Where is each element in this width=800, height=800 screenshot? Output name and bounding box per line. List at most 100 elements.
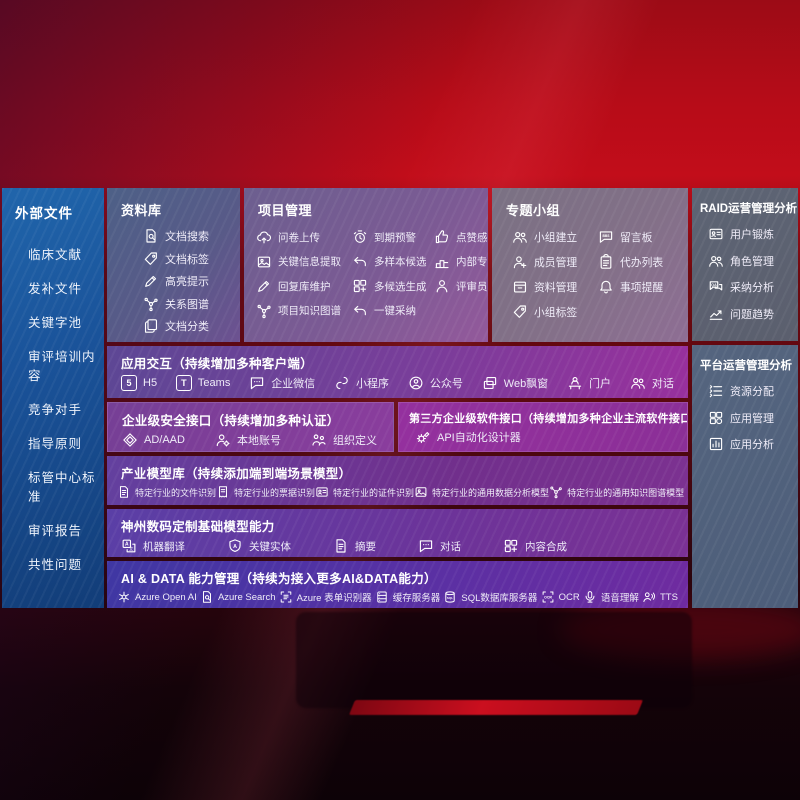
sidebar-item[interactable]: 关键字池 <box>28 316 83 330</box>
sidebar-item[interactable]: 共性问题 <box>28 558 83 572</box>
feature-item[interactable]: 用户锻炼 <box>708 226 798 242</box>
feature-item[interactable]: 事项提醒 <box>598 279 684 295</box>
feature-item[interactable]: 点赞感谢 <box>434 229 488 245</box>
panel-items: 文档搜索文档标签高亮提示关系图谱文档分类 <box>107 221 240 334</box>
feature-item[interactable]: 摘要 <box>333 538 376 554</box>
podium-icon <box>434 254 450 270</box>
feature-item[interactable]: 一键采纳 <box>352 303 434 319</box>
sidebar-item[interactable]: 指导原则 <box>28 437 83 451</box>
feature-item[interactable]: 内容合成 <box>503 538 567 554</box>
feature-item[interactable]: 特定行业的文件识别 <box>117 485 216 499</box>
feature-label: 语音理解 <box>600 593 639 604</box>
feature-item[interactable]: 5 H5 <box>121 375 157 391</box>
doc-copy-icon <box>143 318 159 334</box>
feature-item[interactable]: Azure Open AI <box>117 590 197 604</box>
feature-item[interactable]: 文档分类 <box>143 318 236 334</box>
feature-item[interactable]: 关键信息提取 <box>256 254 352 270</box>
feature-item[interactable]: 问题趋势 <box>708 306 798 322</box>
panel-platform-analysis: 平台运营管理分析 资源分配 应用管理 应用分析 <box>692 345 798 608</box>
feature-item[interactable]: 机器翻译 <box>121 538 185 554</box>
panel-title: RAID运营管理分析 <box>700 203 798 215</box>
feature-item[interactable]: 多样本候选 <box>352 254 434 270</box>
feature-item[interactable]: 企业微信 <box>249 375 315 391</box>
feature-label: 事项提醒 <box>620 282 664 294</box>
feature-item[interactable]: API自动化设计器 <box>415 429 521 445</box>
panel-title: 资料库 <box>121 203 162 218</box>
app-chart-icon <box>708 436 724 452</box>
feature-item[interactable]: 角色管理 <box>708 253 798 269</box>
sidebar-item[interactable]: 审评报告 <box>28 524 83 538</box>
feature-item[interactable]: 语音理解 <box>583 590 639 604</box>
feature-item[interactable]: 内部专家排名 <box>434 254 488 270</box>
feature-item[interactable]: 对话 <box>630 375 674 391</box>
shield-a-icon <box>227 538 243 554</box>
feature-item[interactable]: 小组标签 <box>512 304 598 320</box>
receipt-icon <box>216 485 230 499</box>
bubble-dots-icon <box>418 538 434 554</box>
feature-item[interactable]: Azure Search <box>200 590 276 604</box>
feature-item[interactable]: Azure 表单识别器 <box>279 590 372 604</box>
feature-item[interactable]: 留言板 <box>598 229 684 245</box>
feature-item[interactable]: 应用管理 <box>708 410 798 426</box>
feature-item[interactable]: T Teams <box>175 375 230 391</box>
org-people-icon <box>311 432 327 448</box>
id-card-icon <box>708 226 724 242</box>
feature-item[interactable]: 特定行业的票据识别 <box>216 485 315 499</box>
feature-label: 摘要 <box>355 540 376 553</box>
feature-label: 对话 <box>440 540 461 553</box>
feature-item[interactable]: 资料管理 <box>512 279 598 295</box>
panel-raid-analysis: RAID运营管理分析 用户锻炼角色管理采纳分析问题趋势 <box>692 188 798 341</box>
feature-item[interactable]: 代办列表 <box>598 254 684 270</box>
feature-label: 文档搜索 <box>165 231 209 243</box>
feature-item[interactable]: 小组建立 <box>512 229 598 245</box>
feature-label: 组织定义 <box>332 435 377 447</box>
panel-title: 神州数码定制基础模型能力 <box>121 520 275 534</box>
feature-item[interactable]: 应用分析 <box>708 436 798 452</box>
feature-item[interactable]: 门户 <box>567 375 611 391</box>
feature-item[interactable]: 小程序 <box>334 375 389 391</box>
feature-item[interactable]: 资源分配 <box>708 383 798 399</box>
feature-item[interactable]: OCR <box>541 590 580 604</box>
feature-item[interactable]: 特定行业的证件识别 <box>315 485 414 499</box>
doc-lines-icon <box>333 538 349 554</box>
feature-item[interactable]: 评审员画像 <box>434 278 488 294</box>
feature-item[interactable]: 采纳分析 <box>708 279 798 295</box>
feature-label: 小程序 <box>356 378 390 390</box>
feature-item[interactable]: 文档搜索 <box>143 228 236 244</box>
feature-label: 资源分配 <box>730 386 774 398</box>
feature-item[interactable]: 关系图谱 <box>143 296 236 312</box>
feature-item[interactable]: 公众号 <box>408 375 463 391</box>
sidebar-item[interactable]: 标管中心标准 <box>28 471 96 504</box>
feature-item[interactable]: TTS <box>642 590 678 604</box>
feature-item[interactable]: 对话 <box>418 538 461 554</box>
feature-item[interactable]: 文档标签 <box>143 251 236 267</box>
feature-item[interactable]: 特定行业的通用数据分析模型 <box>414 485 549 499</box>
feature-item[interactable]: 关键实体 <box>227 538 291 554</box>
feature-item[interactable]: 项目知识图谱 <box>256 303 352 319</box>
sidebar-item[interactable]: 竞争对手 <box>28 403 83 417</box>
feature-label: 小组建立 <box>534 232 578 244</box>
feature-item[interactable]: 高亮提示 <box>143 273 236 289</box>
feature-item[interactable]: 多候选生成 <box>352 278 434 294</box>
feature-item[interactable]: AD/AAD <box>122 432 185 448</box>
sidebar-item[interactable]: 发补文件 <box>28 282 83 296</box>
panel-thirdparty-interface: 第三方企业级软件接口（持续增加多种企业主流软件接口） API自动化设计器 <box>398 402 688 452</box>
laptop-silhouette <box>296 612 692 708</box>
feature-item[interactable]: 特定行业的通用知识图谱模型 <box>549 485 684 499</box>
feature-item[interactable]: SQL数据库服务器 <box>443 590 537 604</box>
people-icon <box>708 253 724 269</box>
feature-item[interactable]: 组织定义 <box>311 432 377 448</box>
feature-item[interactable]: 缓存服务器 <box>375 590 440 604</box>
panel-topic-groups: 专题小组 小组建立 留言板 成员管理 代办列表 资料管理 事项提醒 小组标签 <box>492 188 688 342</box>
feature-item[interactable]: 成员管理 <box>512 254 598 270</box>
feature-item[interactable]: 到期预警 <box>352 229 434 245</box>
feature-item[interactable]: 本地账号 <box>215 432 281 448</box>
id-card-icon <box>315 485 329 499</box>
feature-item[interactable]: Web飘窗 <box>482 375 548 391</box>
feature-item[interactable]: 问卷上传 <box>256 229 352 245</box>
feature-label: 关系图谱 <box>165 298 209 311</box>
sidebar-item[interactable]: 审评培训内容 <box>28 350 96 383</box>
sidebar-item[interactable]: 临床文献 <box>28 248 83 262</box>
feature-item[interactable]: 回复库维护 <box>256 278 352 294</box>
feature-label: 角色管理 <box>730 255 774 268</box>
